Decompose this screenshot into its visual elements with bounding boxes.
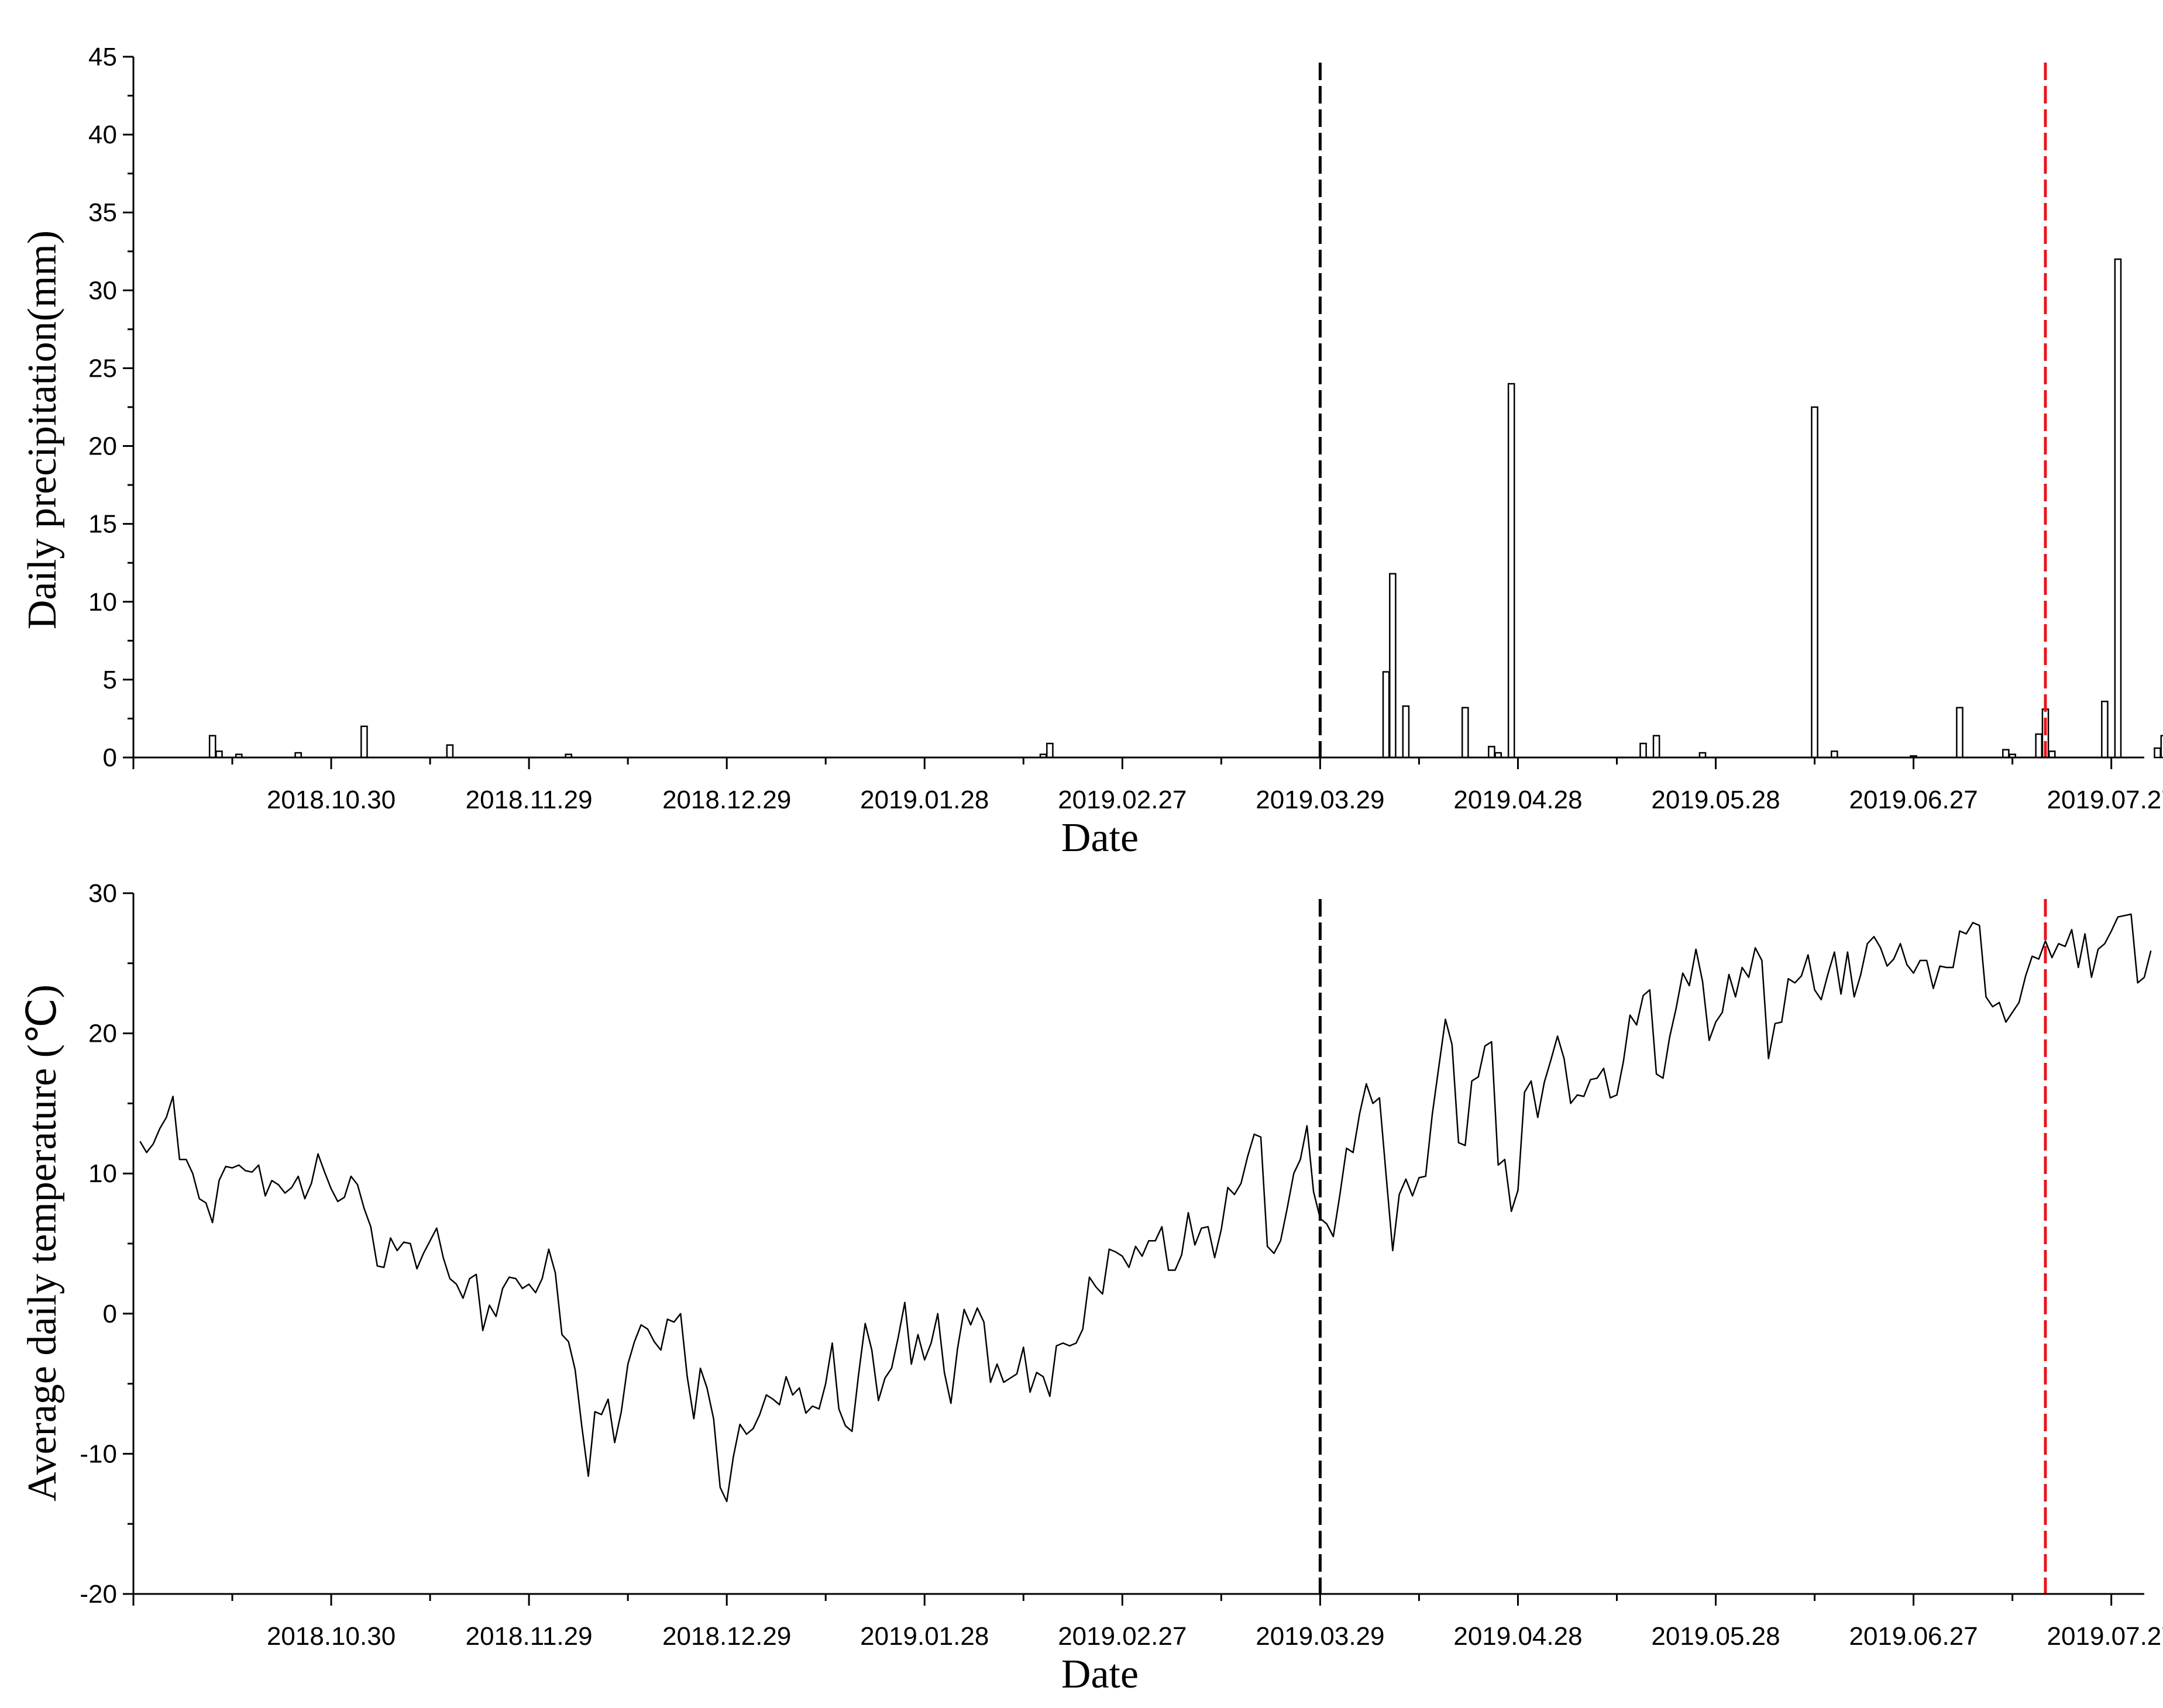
y-tick-label: 0 (103, 743, 117, 772)
x-tick-label: 2018.10.30 (267, 1622, 396, 1651)
precipitation-bar (360, 725, 368, 759)
precipitation-bar (1382, 671, 1390, 759)
y-tick-label: 5 (103, 666, 117, 694)
x-tick-label: 2019.02.27 (1058, 786, 1187, 814)
x-tick-label: 2019.01.28 (860, 786, 989, 814)
bottom-y-ticks: -20 -10 0 10 20 30 (80, 879, 133, 1609)
y-tick-label: 30 (88, 879, 117, 908)
precipitation-bar (2002, 749, 2010, 759)
precipitation-bar (1639, 742, 1647, 759)
precipitation-bar (2101, 700, 2109, 759)
x-tick-label: 2018.10.30 (267, 786, 396, 814)
x-tick-label: 2019.03.29 (1256, 786, 1384, 814)
precipitation-bar (1956, 707, 1963, 759)
y-tick-label: 0 (103, 1300, 117, 1328)
x-tick-label: 2019.06.27 (1849, 1622, 1978, 1651)
top-x-axis-title: Date (1061, 815, 1139, 860)
x-tick-label: 2019.01.28 (860, 1622, 989, 1651)
x-tick-label: 2018.12.29 (662, 786, 791, 814)
y-tick-label: 35 (88, 198, 117, 227)
y-tick-label: -10 (80, 1440, 117, 1468)
y-tick-label: 40 (88, 120, 117, 149)
precipitation-bar (2048, 750, 2056, 759)
precipitation-bar (1461, 707, 1469, 759)
x-tick-label: 2018.11.29 (466, 786, 593, 814)
y-tick-label: 30 (88, 276, 117, 305)
bottom-y-axis-title: Average daily temperature (℃) (20, 984, 65, 1502)
x-tick-label: 2019.05.28 (1651, 786, 1780, 814)
top-y-ticks: 0 5 10 15 20 25 30 35 40 45 (88, 43, 133, 772)
precipitation-bar (1507, 383, 1515, 759)
precipitation-bar (208, 735, 216, 759)
bottom-reference-lines (1318, 899, 2047, 1594)
x-tick-label: 2019.06.27 (1849, 786, 1978, 814)
x-tick-label: 2019.02.27 (1058, 1622, 1187, 1651)
precipitation-bar (1811, 406, 1818, 759)
y-tick-label: 45 (88, 43, 117, 71)
y-tick-label: 15 (88, 510, 117, 539)
precipitation-bar (2035, 733, 2043, 759)
precipitation-bar (215, 750, 223, 759)
top-x-ticks: 2018.10.30 2018.11.29 2018.12.29 2019.01.28… (132, 757, 2163, 814)
precipitation-bar (1402, 705, 1410, 759)
temperature-line (139, 913, 2152, 1503)
precipitation-bar (2160, 735, 2163, 759)
precipitation-bar (1652, 735, 1660, 759)
x-tick-label: 2018.11.29 (466, 1622, 593, 1651)
bottom-x-axis-title: Date (1061, 1652, 1139, 1697)
top-reference-lines (1318, 63, 2047, 757)
x-tick-label: 2019.04.28 (1453, 786, 1582, 814)
precipitation-bar (1046, 742, 1054, 759)
y-tick-label: 10 (88, 1159, 117, 1188)
bottom-x-ticks: 2018.10.30 2018.11.29 2018.12.29 2019.01.28… (132, 1594, 2163, 1651)
precipitation-bar (1488, 746, 1495, 759)
x-tick-label: 2019.05.28 (1651, 1622, 1780, 1651)
x-tick-label: 2019.07.27 (2047, 786, 2163, 814)
precipitation-bar (2114, 258, 2122, 759)
x-tick-label: 2019.04.28 (1453, 1622, 1582, 1651)
x-tick-label: 2019.07.27 (2047, 1622, 2163, 1651)
x-tick-label: 2019.03.29 (1256, 1622, 1384, 1651)
precipitation-bar (2154, 747, 2161, 759)
y-tick-label: 25 (88, 354, 117, 383)
precipitation-bar (446, 744, 454, 759)
y-tick-label: -20 (80, 1580, 117, 1609)
y-tick-label: 20 (88, 1020, 117, 1048)
precipitation-bar (1831, 750, 1838, 759)
precipitation-bar (1389, 573, 1397, 759)
y-tick-label: 20 (88, 432, 117, 461)
x-tick-label: 2018.12.29 (662, 1622, 791, 1651)
y-tick-label: 10 (88, 588, 117, 617)
top-y-axis-title: Daily precipitation(mm) (20, 230, 65, 629)
